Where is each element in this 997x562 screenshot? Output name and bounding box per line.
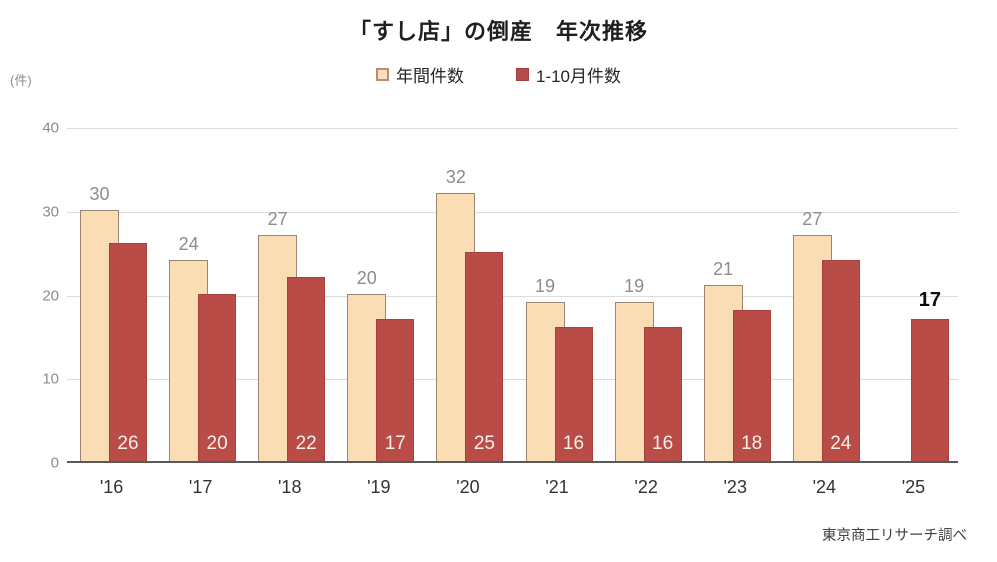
- bar-group-24: 27 24 '24: [780, 128, 869, 497]
- x-tick-label: '22: [634, 477, 658, 497]
- jan-oct-bar: [198, 293, 237, 461]
- jan-oct-value-label: 16: [652, 433, 674, 454]
- jan-oct-bar: [287, 276, 326, 461]
- jan-oct-bar: [109, 243, 147, 461]
- jan-oct-value-label: 24: [830, 433, 852, 454]
- annual-value-label: 27: [802, 208, 823, 229]
- y-axis-unit-label: (件): [10, 73, 32, 88]
- legend: 年間件数 1-10月件数: [0, 62, 997, 87]
- x-tick-label: '17: [188, 477, 213, 497]
- jan-oct-value-label: 26: [117, 433, 139, 454]
- annual-value-label: 21: [713, 259, 734, 280]
- x-tick-label: '23: [723, 477, 747, 497]
- legend-swatch-jan-oct: [515, 68, 529, 81]
- jan-oct-bar: [910, 318, 949, 461]
- x-tick-label: '24: [812, 477, 837, 497]
- annual-value-label: 30: [89, 183, 110, 204]
- jan-oct-value-label: 20: [206, 433, 228, 454]
- jan-oct-value-label: 22: [295, 433, 317, 454]
- bar-group-23: 21 18 '23: [691, 128, 780, 497]
- gridline-y-10: [67, 379, 958, 381]
- annual-value-label: 24: [178, 234, 199, 254]
- x-tick-label: '19: [367, 477, 391, 497]
- annual-value-label: 20: [356, 267, 377, 288]
- y-tick-label-10: 10: [42, 370, 59, 388]
- bar-group-21: 19 16 '21: [513, 128, 602, 497]
- gridline-y-20: [67, 295, 958, 297]
- annual-value-label: 19: [624, 275, 645, 296]
- y-tick-label-0: 0: [50, 454, 59, 472]
- x-tick-label: '25: [901, 477, 926, 497]
- jan-oct-bar: [821, 260, 860, 461]
- legend-item-jan-oct: 1-10月件数: [515, 62, 622, 87]
- bar-group-19: 20 17 '19: [334, 128, 423, 497]
- legend-swatch-annual: [375, 68, 389, 81]
- gridline-y-30: [67, 211, 958, 213]
- bar-group-16: 30 26 '16: [67, 128, 156, 497]
- legend-item-annual: 年間件数: [375, 62, 464, 87]
- jan-oct-bar: [554, 327, 593, 461]
- bar-group-22: 19 16 '22: [602, 128, 691, 497]
- bar-group-25: 17 '25: [869, 128, 958, 497]
- y-tick-label-30: 30: [42, 203, 59, 221]
- jan-oct-value-label: 18: [741, 433, 763, 454]
- legend-label-annual: 年間件数: [395, 67, 464, 86]
- jan-oct-bar: [732, 310, 771, 461]
- x-tick-label: '18: [278, 477, 302, 497]
- x-tick-label: '16: [99, 477, 124, 497]
- annual-value-label: 19: [534, 275, 556, 296]
- x-tick-label: '20: [456, 477, 480, 497]
- jan-oct-bar: [376, 318, 415, 461]
- jan-oct-bar: [643, 327, 682, 461]
- x-tick-label: '21: [545, 477, 569, 497]
- jan-oct-value-label: 16: [562, 433, 585, 454]
- y-tick-label-40: 40: [42, 119, 59, 137]
- jan-oct-final-value-label: 17: [918, 288, 942, 311]
- gridline-y-40: [67, 128, 958, 129]
- annual-value-label: 27: [267, 208, 288, 229]
- jan-oct-bar: [465, 251, 504, 461]
- bar-group-17: 24 20 '17: [156, 128, 245, 497]
- bar-group-18: 27 22 '18: [245, 128, 334, 497]
- jan-oct-value-label: 25: [473, 433, 495, 454]
- jan-oct-value-label: 17: [384, 433, 406, 454]
- y-tick-label-20: 20: [42, 287, 59, 304]
- annual-value-label: 32: [445, 167, 466, 187]
- plot-area: 0 10 20 30 40 30 26 '16 24 20 '17 27 22 '18 20 17 '19 32 2…: [42, 120, 958, 497]
- bar-group-20: 32 25 '20: [423, 128, 512, 497]
- chart-title: 「すし店」の倒産 年次推移: [348, 19, 648, 44]
- source-note: 東京商工リサーチ調べ: [822, 528, 967, 544]
- legend-label-jan-oct: 1-10月件数: [535, 67, 622, 86]
